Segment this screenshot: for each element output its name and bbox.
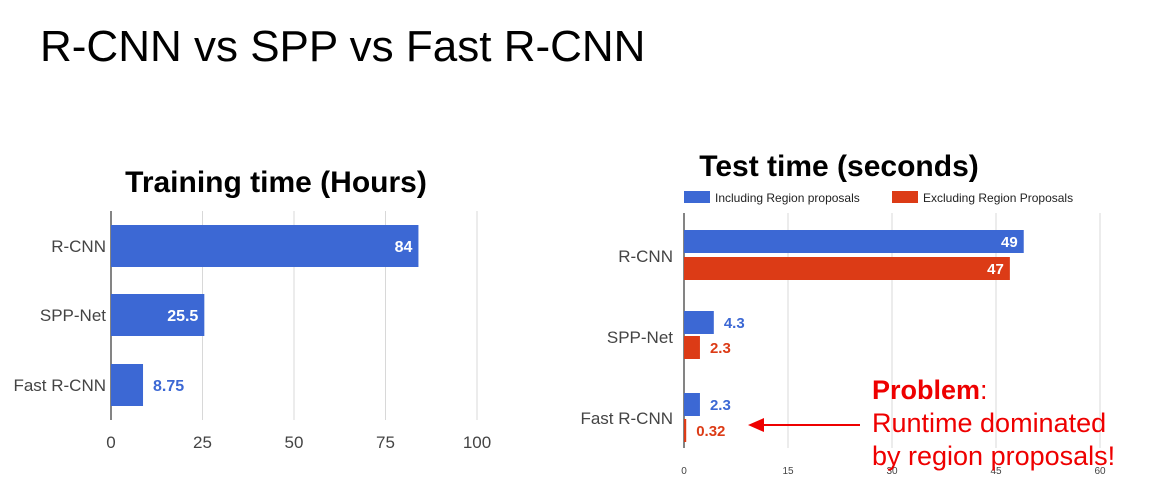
training-chart-value-labels: 84 25.5 8.75 [153,239,413,395]
train-category-label: R-CNN [51,237,106,256]
training-time-chart: Training time (Hours) 84 25.5 8.75 R-CNN SP… [13,166,491,452]
train-tick-label: 50 [285,433,304,452]
test-category-label: Fast R-CNN [580,409,673,428]
slide-title: R-CNN vs SPP vs Fast R-CNN [40,22,646,71]
legend-label-including: Including Region proposals [715,191,860,205]
test-value-label: 2.3 [710,397,731,414]
train-tick-label: 0 [106,433,115,452]
test-time-chart: Test time (seconds) Including Region pro… [580,150,1106,477]
train-value-label: 25.5 [167,308,198,325]
training-chart-category-labels: R-CNN SPP-Net Fast R-CNN [13,237,106,395]
test-category-label: R-CNN [618,247,673,266]
test-tick-label: 15 [782,466,794,477]
test-bar [684,311,714,334]
test-tick-label: 0 [681,466,687,477]
test-tick-label: 60 [1094,466,1106,477]
problem-annotation: Problem: Runtime dominated by region pro… [872,374,1115,473]
test-chart-value-labels: 49 4.3 2.3 47 2.3 0.32 [696,234,1018,440]
training-chart-title: Training time (Hours) [125,166,427,199]
test-bar [684,230,1024,253]
test-chart-category-labels: R-CNN SPP-Net Fast R-CNN [580,247,673,428]
train-bar [111,364,144,406]
test-bar [684,393,700,416]
training-chart-bars [111,225,419,406]
test-value-label: 4.3 [724,315,745,332]
legend-swatch-excluding [892,191,918,203]
problem-heading: Problem [872,375,981,405]
test-category-label: SPP-Net [607,328,673,347]
test-value-label: 0.32 [696,423,725,440]
test-bar [684,419,687,442]
test-tick-label: 45 [990,466,1002,477]
annotation-arrow [748,418,860,432]
training-chart-tick-labels: 0 25 50 75 100 [106,433,491,452]
test-chart-bars [684,230,1024,442]
train-value-label: 84 [395,239,413,256]
test-bar [684,336,700,359]
test-value-label: 2.3 [710,340,731,357]
train-bar [111,294,205,336]
legend-swatch-including [684,191,710,203]
train-tick-label: 100 [463,433,491,452]
train-category-label: Fast R-CNN [13,376,106,395]
problem-line-2: by region proposals! [872,441,1116,471]
test-bar [684,257,1010,280]
problem-colon: : [980,375,988,405]
test-chart-title: Test time (seconds) [699,150,979,183]
train-bar [111,225,419,267]
test-tick-label: 30 [886,466,898,477]
test-value-label: 47 [987,261,1004,278]
train-value-label: 8.75 [153,378,184,395]
test-value-label: 49 [1001,234,1018,251]
test-chart-tick-labels: 0 15 30 45 60 [681,466,1106,477]
train-category-label: SPP-Net [40,306,106,325]
train-tick-label: 25 [193,433,212,452]
train-tick-label: 75 [376,433,395,452]
legend-label-excluding: Excluding Region Proposals [923,191,1073,205]
problem-line-1: Runtime dominated [872,408,1107,438]
test-chart-legend: Including Region proposals Excluding Reg… [684,191,1073,205]
